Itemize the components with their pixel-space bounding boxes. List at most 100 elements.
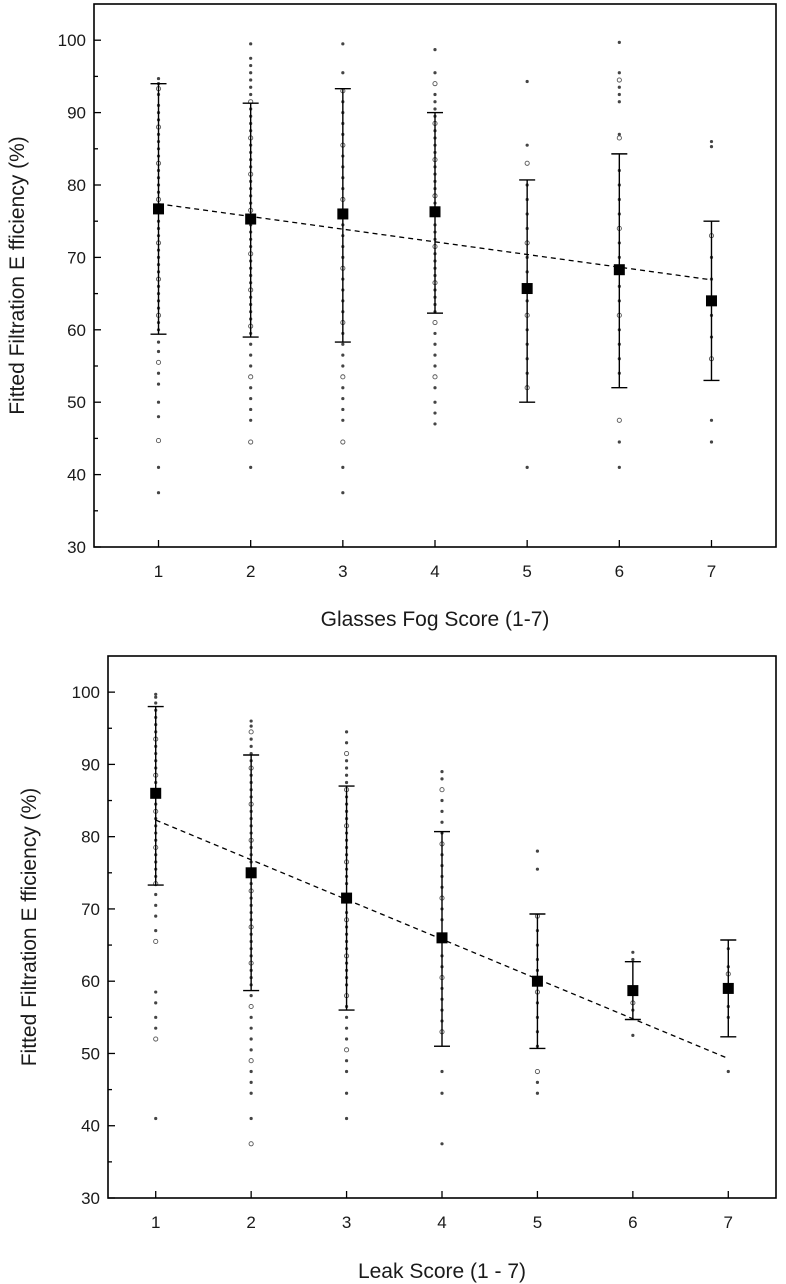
- raw-data-point: [344, 1069, 349, 1074]
- raw-data-point: [433, 100, 437, 104]
- raw-data-point: [249, 92, 253, 97]
- raw-data-point: [432, 81, 438, 87]
- y-tick-label: 40: [81, 1117, 100, 1136]
- raw-data-point: [433, 331, 437, 336]
- raw-data-point: [341, 342, 345, 346]
- raw-data-point: [154, 892, 158, 897]
- raw-data-point: [249, 342, 253, 346]
- y-tick-label: 50: [81, 1044, 100, 1063]
- error-bars: [147, 705, 737, 1050]
- raw-data-point: [154, 1015, 158, 1019]
- x-axis: 1 2 3 4 5 6 7: [154, 540, 716, 581]
- raw-data-point: [344, 1026, 349, 1030]
- raw-data-point: [249, 1037, 253, 1041]
- raw-data-point: [709, 139, 714, 144]
- y-axis-title: Fitted Filtration E fficiency (%): [6, 136, 29, 415]
- y-tick-label: 80: [81, 828, 100, 847]
- raw-data-point: [344, 773, 349, 777]
- mean-marker: [436, 932, 448, 944]
- y-tick-label: 80: [67, 176, 86, 195]
- raw-data-point: [433, 386, 437, 390]
- raw-data-point: [709, 440, 714, 444]
- mean-marker: [521, 283, 533, 295]
- raw-data-point: [248, 1141, 254, 1147]
- raw-data-point: [433, 400, 437, 404]
- raw-data-point: [249, 78, 253, 82]
- raw-data-point: [433, 92, 437, 97]
- raw-data-point: [344, 751, 350, 757]
- mean-markers: [150, 787, 734, 997]
- raw-data-point: [156, 382, 161, 386]
- raw-data-point: [709, 145, 714, 149]
- mean-marker: [627, 985, 639, 997]
- raw-data-point: [440, 777, 444, 781]
- raw-data-point: [154, 929, 158, 933]
- mean-marker: [153, 203, 165, 215]
- x-tick-label: 7: [707, 562, 716, 581]
- raw-data-point: [440, 770, 444, 774]
- y-tick-label: 50: [67, 393, 86, 412]
- raw-data-point: [631, 1033, 635, 1037]
- raw-data-point: [249, 1026, 253, 1030]
- raw-data-point: [616, 77, 622, 83]
- raw-data-point: [525, 79, 529, 84]
- raw-data-point: [341, 386, 345, 390]
- raw-data-point: [156, 349, 161, 354]
- raw-data-point: [249, 1080, 253, 1084]
- raw-data-point: [341, 364, 345, 368]
- raw-data-point: [249, 1091, 253, 1095]
- raw-data-point: [617, 40, 621, 44]
- raw-data-point: [248, 729, 254, 735]
- raw-data-point: [617, 71, 621, 75]
- raw-data-point: [249, 994, 253, 998]
- raw-data-point: [341, 407, 345, 412]
- raw-data-point: [341, 396, 345, 401]
- raw-data-point: [249, 71, 253, 75]
- chart-glasses-fog: 30 40 50 60 70 80 90 100 1 2 3 4 5 6 7 Glasses Fog Sc…: [6, 3, 777, 631]
- x-tick-label: 7: [724, 1213, 733, 1232]
- raw-data-point: [617, 85, 621, 89]
- raw-data-point: [617, 92, 621, 97]
- raw-data-point: [154, 1026, 158, 1030]
- raw-data-point: [534, 1068, 540, 1075]
- raw-data-point: [154, 1116, 158, 1121]
- raw-data-point: [433, 71, 437, 75]
- mean-marker: [531, 975, 543, 987]
- raw-data-point: [440, 820, 444, 824]
- raw-data-point: [156, 465, 161, 469]
- raw-data-point: [344, 1037, 349, 1041]
- raw-data-point: [631, 950, 635, 954]
- raw-data-point: [154, 692, 158, 696]
- x-tick-label: 5: [522, 562, 531, 581]
- raw-data-point: [340, 374, 346, 380]
- raw-data-point: [249, 465, 253, 469]
- raw-data-point: [341, 465, 345, 469]
- raw-data-point: [432, 320, 438, 326]
- raw-data-point: [156, 76, 161, 81]
- raw-data-point: [726, 1069, 730, 1074]
- mean-marker: [705, 295, 717, 307]
- raw-data-point: [249, 744, 253, 748]
- y-tick-label: 90: [81, 755, 100, 774]
- mean-marker: [613, 264, 625, 276]
- raw-data-point: [248, 1003, 254, 1010]
- raw-data-point: [249, 1015, 253, 1019]
- y-tick-label: 40: [67, 466, 86, 485]
- raw-data-point: [535, 867, 540, 871]
- y-tick-label: 60: [81, 972, 100, 991]
- y-tick-label: 30: [67, 538, 86, 557]
- raw-data-point: [249, 724, 253, 728]
- raw-data-point: [156, 491, 161, 495]
- raw-data-point: [155, 359, 162, 365]
- raw-data-point: [153, 938, 159, 945]
- x-tick-label: 4: [437, 1213, 446, 1232]
- raw-data-point: [341, 491, 345, 495]
- y-axis: 30 40 50 60 70 80 90 100: [72, 683, 115, 1208]
- raw-data-point: [433, 353, 437, 357]
- raw-data-point: [440, 809, 444, 813]
- raw-data-point: [440, 1142, 444, 1146]
- raw-points: [155, 40, 715, 495]
- x-tick-label: 1: [154, 562, 163, 581]
- raw-data-point: [344, 1015, 349, 1019]
- raw-data-point: [154, 701, 158, 705]
